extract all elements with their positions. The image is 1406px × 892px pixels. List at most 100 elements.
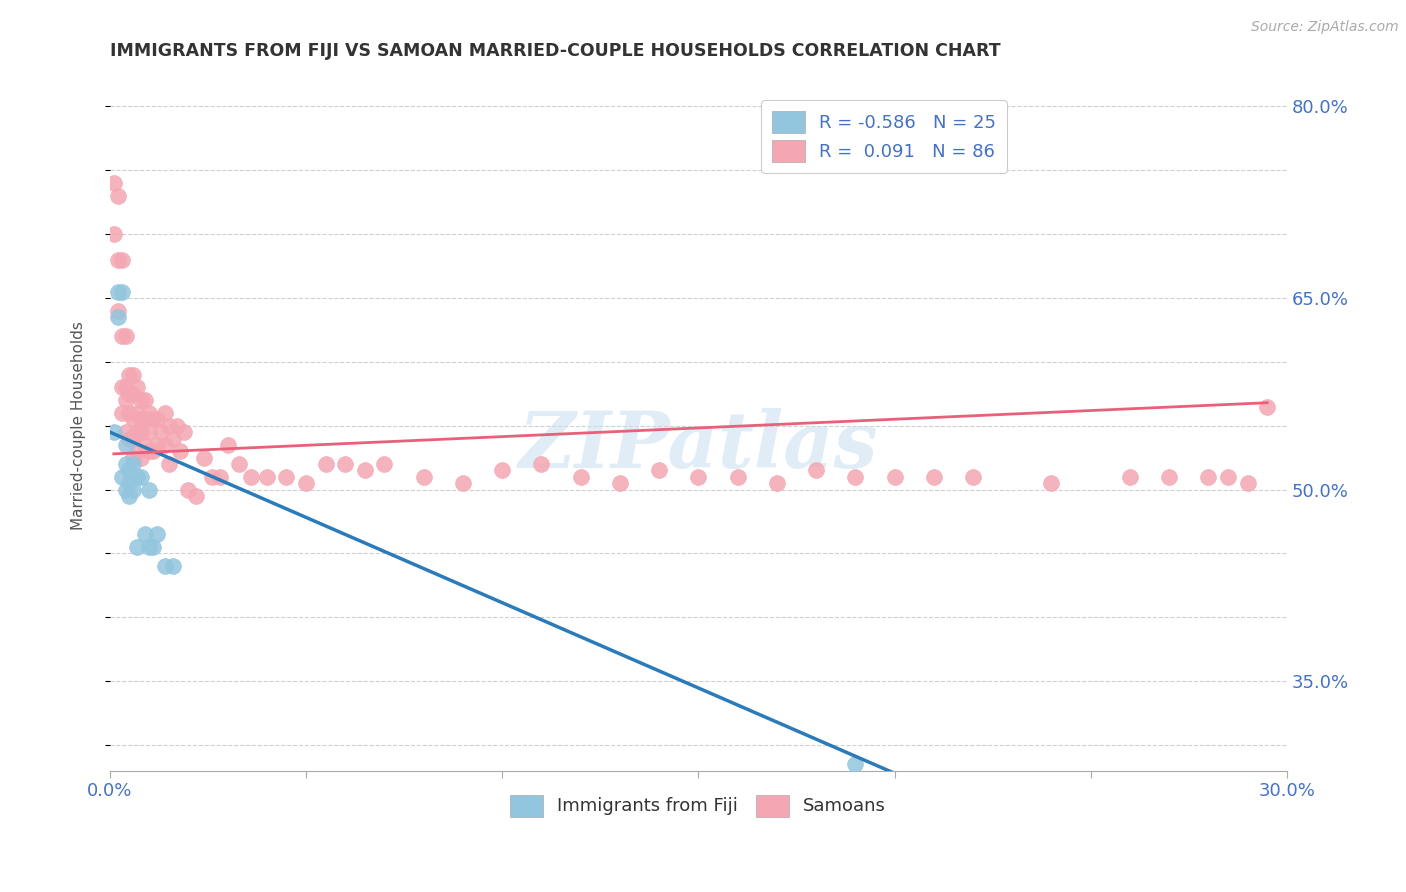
Point: [118, 368, 141, 382]
Point: [118, 432, 141, 446]
Text: ZIPatlas: ZIPatlas: [519, 409, 877, 484]
Point: [166, 418, 188, 433]
Point: [111, 285, 134, 299]
Point: [295, 476, 318, 491]
Point: [111, 380, 134, 394]
Point: [142, 412, 165, 426]
Point: [883, 470, 905, 484]
Point: [138, 444, 160, 458]
Point: [134, 527, 156, 541]
Point: [138, 540, 160, 554]
Point: [138, 425, 160, 439]
Point: [153, 559, 176, 574]
Point: [127, 406, 149, 420]
Point: [107, 310, 129, 325]
Point: [122, 386, 145, 401]
Point: [335, 457, 357, 471]
Point: [688, 470, 710, 484]
Point: [114, 483, 136, 497]
Point: [111, 252, 134, 267]
Point: [122, 368, 145, 382]
Point: [134, 393, 156, 408]
Point: [138, 406, 160, 420]
Point: [146, 412, 169, 426]
Point: [127, 444, 149, 458]
Point: [688, 782, 710, 797]
Point: [1159, 470, 1181, 484]
Point: [162, 432, 184, 446]
Point: [103, 227, 125, 241]
Point: [153, 438, 176, 452]
Point: [177, 483, 200, 497]
Point: [138, 483, 160, 497]
Point: [648, 463, 671, 477]
Point: [169, 444, 191, 458]
Point: [111, 406, 134, 420]
Text: IMMIGRANTS FROM FIJI VS SAMOAN MARRIED-COUPLE HOUSEHOLDS CORRELATION CHART: IMMIGRANTS FROM FIJI VS SAMOAN MARRIED-C…: [110, 42, 1001, 60]
Point: [844, 470, 866, 484]
Point: [127, 540, 149, 554]
Y-axis label: Married-couple Households: Married-couple Households: [72, 321, 86, 530]
Point: [127, 470, 149, 484]
Point: [149, 425, 172, 439]
Point: [217, 438, 239, 452]
Point: [208, 470, 231, 484]
Point: [193, 450, 215, 465]
Point: [146, 527, 169, 541]
Point: [146, 438, 169, 452]
Point: [114, 425, 136, 439]
Text: Source: ZipAtlas.com: Source: ZipAtlas.com: [1251, 20, 1399, 34]
Point: [1256, 400, 1278, 414]
Point: [114, 393, 136, 408]
Point: [118, 386, 141, 401]
Point: [129, 450, 152, 465]
Point: [765, 476, 787, 491]
Point: [129, 393, 152, 408]
Point: [103, 176, 125, 190]
Point: [569, 470, 592, 484]
Point: [107, 188, 129, 202]
Point: [129, 412, 152, 426]
Point: [107, 303, 129, 318]
Point: [804, 463, 827, 477]
Point: [153, 406, 176, 420]
Point: [1119, 470, 1142, 484]
Point: [134, 438, 156, 452]
Legend: Immigrants from Fiji, Samoans: Immigrants from Fiji, Samoans: [503, 788, 893, 823]
Point: [162, 559, 184, 574]
Point: [127, 380, 149, 394]
Point: [922, 470, 945, 484]
Point: [122, 432, 145, 446]
Point: [491, 463, 513, 477]
Point: [451, 476, 474, 491]
Point: [1216, 470, 1239, 484]
Point: [201, 470, 224, 484]
Point: [118, 406, 141, 420]
Point: [315, 457, 337, 471]
Point: [157, 418, 180, 433]
Point: [142, 444, 165, 458]
Point: [240, 470, 263, 484]
Point: [609, 476, 631, 491]
Point: [186, 489, 208, 503]
Point: [173, 425, 195, 439]
Point: [1236, 476, 1258, 491]
Point: [122, 483, 145, 497]
Point: [228, 457, 250, 471]
Point: [530, 457, 553, 471]
Point: [142, 540, 165, 554]
Point: [373, 457, 395, 471]
Point: [111, 470, 134, 484]
Point: [1197, 470, 1219, 484]
Point: [107, 252, 129, 267]
Point: [118, 463, 141, 477]
Point: [122, 412, 145, 426]
Point: [412, 470, 434, 484]
Point: [111, 329, 134, 343]
Point: [256, 470, 278, 484]
Point: [114, 329, 136, 343]
Point: [276, 470, 298, 484]
Point: [103, 425, 125, 439]
Point: [134, 412, 156, 426]
Point: [114, 380, 136, 394]
